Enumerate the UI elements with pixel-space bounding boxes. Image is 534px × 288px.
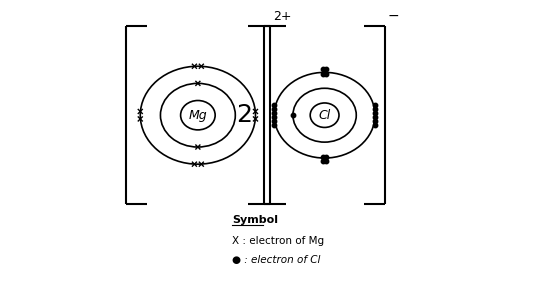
Text: 2: 2 (236, 103, 252, 127)
Text: Symbol: Symbol (232, 215, 278, 225)
Text: ● : electron of Cl: ● : electron of Cl (232, 255, 321, 265)
Text: Mg: Mg (189, 109, 207, 122)
Text: −: − (388, 9, 399, 23)
Text: X : electron of Mg: X : electron of Mg (232, 236, 325, 246)
Text: Cl: Cl (318, 109, 331, 122)
Text: 2+: 2+ (273, 10, 291, 23)
